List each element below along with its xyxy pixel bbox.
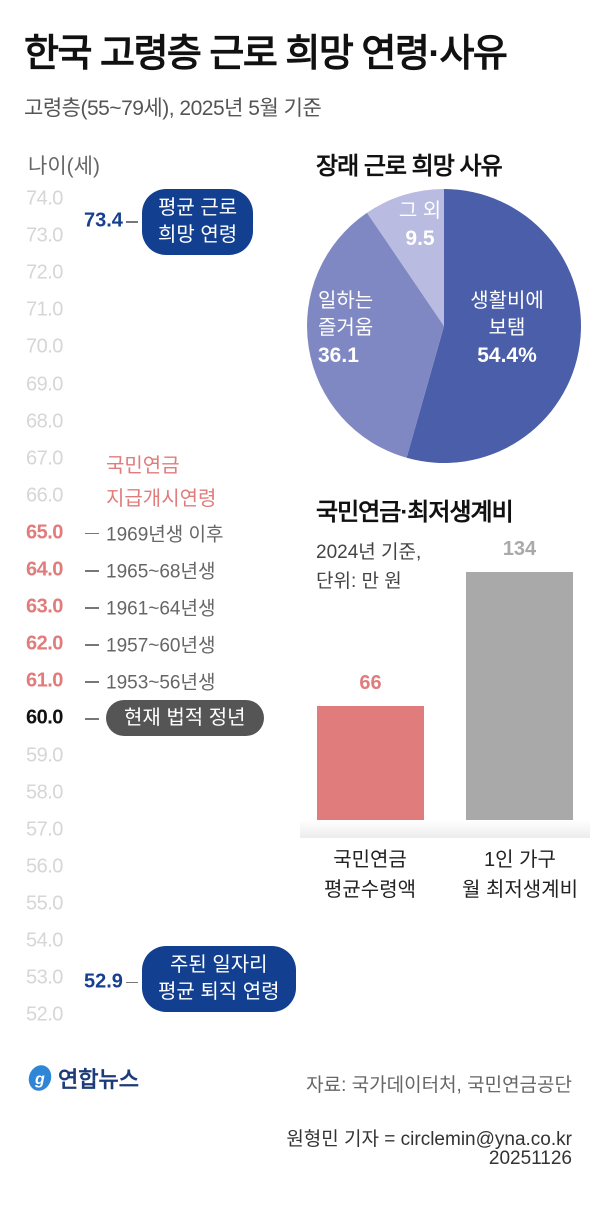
pension-cohort-label: 1957~60년생 [106, 635, 216, 657]
tick-dash [85, 681, 99, 683]
tick-dash [85, 570, 99, 572]
age-tick-label: 66.0 [26, 484, 63, 507]
age-tick-label: 63.0 [26, 595, 63, 618]
tick-dash [85, 644, 99, 646]
hope-age-badge: 평균 근로 희망 연령 [142, 189, 254, 255]
age-tick-label: 67.0 [26, 447, 63, 470]
pension-cohort-label: 1961~64년생 [106, 598, 216, 620]
pie-chart [307, 189, 581, 463]
age-tick-label: 71.0 [26, 298, 63, 321]
age-tick-label: 60.0 [26, 706, 63, 729]
pie-label-other: 그 외 9.5 [380, 198, 460, 253]
age-tick-label: 55.0 [26, 892, 63, 915]
age-tick-label: 64.0 [26, 558, 63, 581]
age-tick-label: 59.0 [26, 744, 63, 766]
y-axis-label: 나이(세) [28, 155, 100, 178]
pension-cohort-label: 1969년생 이후 [106, 524, 224, 546]
bar-title: 국민연금·최저생계비 [316, 499, 514, 526]
age-tick-label: 68.0 [26, 410, 63, 433]
retire-age-dash [126, 981, 138, 984]
slice-value: 36.1 [318, 344, 359, 367]
category-line: 월 최저생계비 [462, 879, 578, 901]
yonhap-logo: g 연합뉴스 [26, 1062, 139, 1094]
age-tick-label: 65.0 [26, 521, 63, 544]
hope-age-dash [126, 221, 138, 223]
slice-name: 생활비에 [470, 290, 544, 312]
bar-value-label: 66 [359, 672, 382, 695]
age-tick-label: 57.0 [26, 818, 63, 841]
bar-note-line1: 2024년 기준, [316, 542, 422, 563]
bar-note-line2: 단위: 만 원 [316, 571, 402, 592]
bar-baseline-shadow [300, 820, 590, 838]
date: 20251126 [488, 1148, 572, 1169]
pension-heading: 국민연금 지급개시연령 [106, 450, 216, 516]
age-tick-label: 69.0 [26, 373, 63, 395]
hope-age-value: 73.4 [84, 209, 123, 232]
age-tick-label: 70.0 [26, 335, 63, 358]
age-tick-label: 62.0 [26, 632, 63, 655]
source: 자료: 국가데이터처, 국민연금공단 [306, 1075, 572, 1096]
pension-heading-line1: 국민연금 [106, 455, 180, 477]
category-line: 평균수령액 [324, 879, 416, 901]
logo-text: 연합뉴스 [58, 1067, 139, 1092]
category-line: 국민연금 [333, 849, 407, 871]
age-tick-label: 74.0 [26, 187, 63, 210]
slice-name: 즐거움 [318, 317, 374, 339]
pie-slice [307, 212, 444, 458]
age-tick-label: 72.0 [26, 261, 63, 284]
retire-age-value: 52.9 [84, 970, 123, 993]
bar [317, 706, 424, 837]
pie-slice [406, 189, 581, 463]
slice-name: 그 외 [398, 200, 442, 222]
hope-badge-line1: 평균 근로 [158, 197, 238, 219]
tick-dash [85, 607, 99, 609]
age-tick-label: 53.0 [26, 966, 63, 989]
bar-note: 2024년 기준, 단위: 만 원 [316, 538, 421, 596]
bar-value-label: 134 [502, 538, 537, 560]
bar [466, 572, 573, 837]
pie-slice [366, 189, 444, 326]
legal-age-badge: 현재 법적 정년 [106, 700, 264, 737]
retire-badge-line2: 평균 퇴직 연령 [158, 981, 280, 1003]
pension-cohort-label: 1953~56년생 [106, 672, 216, 694]
page-title: 한국 고령층 근로 희망 연령·사유 [24, 33, 508, 75]
age-tick-label: 56.0 [26, 855, 63, 878]
pie-title: 장래 근로 희망 사유 [316, 153, 503, 180]
age-tick-label: 54.0 [26, 929, 63, 952]
retire-age-badge: 주된 일자리 평균 퇴직 연령 [142, 946, 296, 1012]
age-tick-label: 52.0 [26, 1003, 63, 1026]
slice-name: 보탬 [488, 317, 526, 339]
hope-badge-line2: 희망 연령 [158, 224, 238, 246]
legal-age-dash [85, 718, 99, 720]
reporter: 원형민 기자 = circlemin@yna.co.kr [286, 1129, 572, 1150]
age-tick-label: 58.0 [26, 781, 63, 804]
slice-value: 54.4% [477, 344, 537, 367]
age-tick-label: 73.0 [26, 224, 63, 247]
pension-heading-line2: 지급개시연령 [106, 488, 217, 510]
retire-badge-line1: 주된 일자리 [169, 954, 268, 976]
category-line: 1인 가구 [484, 849, 556, 871]
subtitle: 고령층(55~79세), 2025년 5월 기준 [24, 97, 322, 120]
slice-value: 9.5 [405, 227, 435, 250]
pension-cohort-label: 1965~68년생 [106, 561, 216, 583]
svg-text:g: g [34, 1071, 45, 1088]
pie-label-joy: 일하는 즐거움 36.1 [318, 288, 418, 370]
bar-category-pension: 국민연금 평균수령액 [300, 845, 440, 905]
slice-name: 일하는 [318, 290, 374, 312]
yonhap-logo-icon: g [28, 1065, 52, 1091]
tick-dash [85, 532, 99, 535]
age-tick-label: 61.0 [26, 669, 63, 692]
pie-label-living: 생활비에 보탬 54.4% [444, 288, 570, 370]
bar-category-living: 1인 가구 월 최저생계비 [450, 845, 590, 905]
